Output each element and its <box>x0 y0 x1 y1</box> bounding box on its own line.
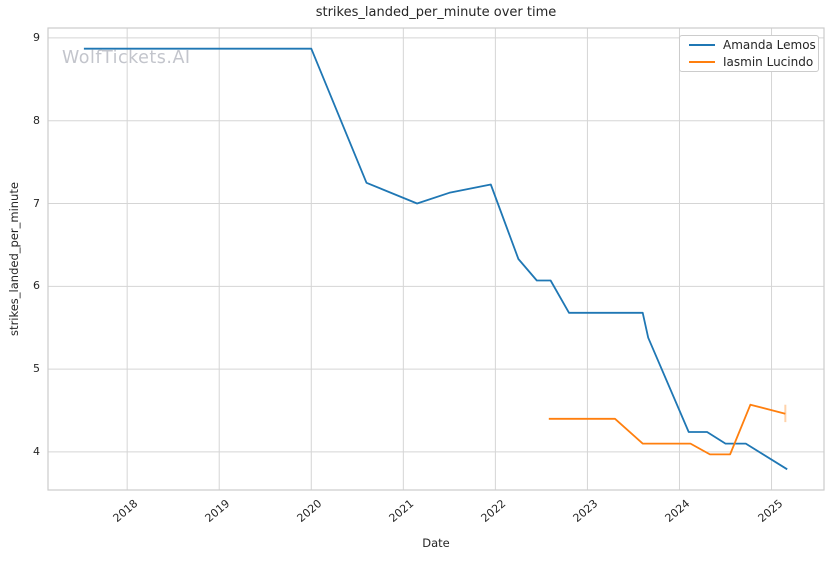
y-tick-label: 4 <box>33 444 40 458</box>
legend-label: Iasmin Lucindo <box>723 54 814 69</box>
chart-title: strikes_landed_per_minute over time <box>315 5 557 20</box>
watermark: WolfTickets.AI <box>62 48 191 68</box>
y-tick-label: 8 <box>33 113 40 127</box>
legend-label: Amanda Lemos <box>723 38 816 53</box>
y-tick-label: 5 <box>33 362 40 376</box>
y-tick-label: 7 <box>33 196 40 210</box>
y-tick-label: 6 <box>33 279 40 293</box>
y-axis-label: strikes_landed_per_minute <box>7 182 21 336</box>
legend-line-swatch-orange <box>689 60 715 63</box>
series-line-iasmin-lucindo <box>548 403 786 456</box>
series-line-amanda-lemos <box>83 47 788 471</box>
legend-line-swatch-blue <box>689 44 715 47</box>
legend: Amanda Lemos Iasmin Lucindo <box>679 35 819 72</box>
y-tick-label: 9 <box>33 30 40 44</box>
x-axis-label: Date <box>422 536 450 550</box>
legend-item-iasmin-lucindo: Iasmin Lucindo <box>680 54 818 70</box>
plot-border <box>47 27 825 491</box>
legend-item-amanda-lemos: Amanda Lemos <box>680 37 818 53</box>
